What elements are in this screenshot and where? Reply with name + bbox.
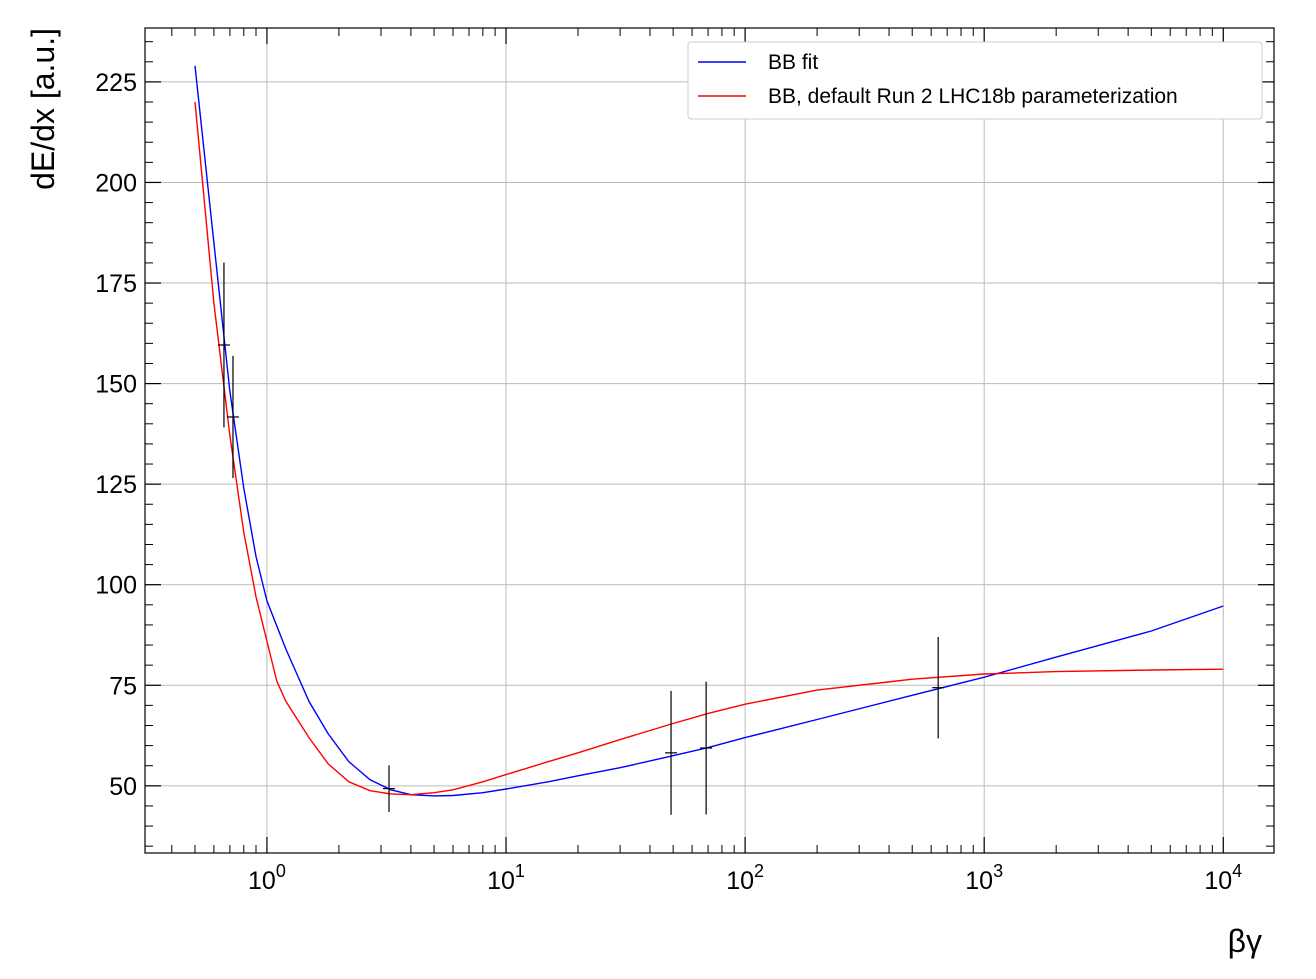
y-tick-label: 75 — [109, 672, 137, 700]
x-tick-exp: 0 — [276, 861, 286, 881]
x-tick-label: 102 — [726, 861, 764, 895]
x-tick-label: 100 — [248, 861, 286, 895]
y-tick-label: 175 — [95, 270, 137, 298]
x-tick-exp: 2 — [754, 861, 764, 881]
plot-frame — [144, 27, 1275, 854]
y-tick-label: 50 — [109, 773, 137, 801]
x-tick-exp: 4 — [1232, 861, 1242, 881]
x-tick-base: 10 — [1204, 867, 1232, 895]
legend-box — [687, 41, 1263, 120]
x-tick-base: 10 — [726, 867, 754, 895]
y-tick-label: 200 — [95, 169, 137, 197]
y-tick-label: 150 — [95, 371, 137, 399]
legend-label: BB, default Run 2 LHC18b parameterizatio… — [768, 85, 1178, 108]
x-tick-base: 10 — [487, 867, 515, 895]
x-tick-label: 101 — [487, 861, 525, 895]
x-tick-base: 10 — [965, 867, 993, 895]
x-tick-exp: 3 — [993, 861, 1003, 881]
x-tick-label: 104 — [1204, 861, 1242, 895]
y-axis-label: dE/dx [a.u.] — [25, 28, 61, 190]
legend-label: BB fit — [768, 51, 818, 74]
series-line — [194, 65, 1224, 797]
y-tick-label: 225 — [95, 69, 137, 97]
x-tick-base: 10 — [248, 867, 276, 895]
x-tick-exp: 1 — [515, 861, 525, 881]
series-line — [194, 101, 1224, 796]
y-tick-label: 125 — [95, 471, 137, 499]
y-tick-label: 100 — [95, 572, 137, 600]
x-tick-label: 103 — [965, 861, 1003, 895]
x-axis-label: βγ — [1228, 923, 1262, 959]
